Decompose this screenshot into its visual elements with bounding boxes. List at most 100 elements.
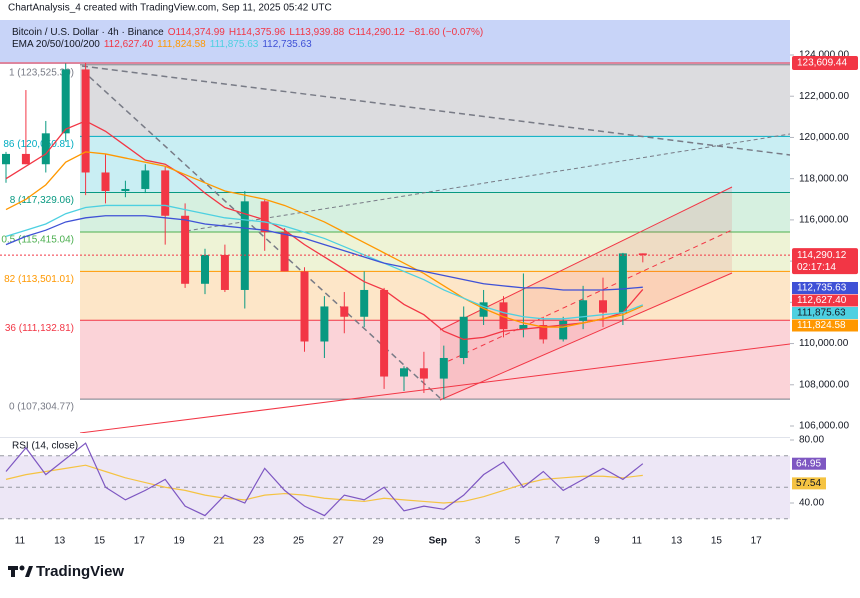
rsi-badge-label: 64.95 [796, 458, 821, 469]
x-tick-label: 17 [134, 536, 146, 547]
x-tick-label: 11 [632, 536, 643, 547]
ema-badge-label: 111,875.63 [797, 308, 846, 319]
candle-body [400, 368, 408, 377]
candle-body [240, 201, 249, 290]
ema-value: 111,875.63 [210, 39, 259, 50]
candle-body [161, 170, 170, 216]
candle-body [300, 271, 309, 342]
candle-body [21, 153, 30, 165]
y-tick-label: 118,000.00 [799, 173, 849, 184]
x-tick-label: 29 [373, 536, 385, 547]
symbol-text: Bitcoin / U.S. Dollar · 4h · Binance [12, 27, 164, 38]
ema-badge [792, 307, 858, 319]
x-tick-label: 5 [515, 536, 521, 547]
rsi-tick-label: 80.00 [799, 435, 824, 446]
candle-body [181, 215, 190, 284]
candle-body [320, 306, 329, 342]
ema-line [5, 215, 643, 291]
ema-legend: EMA 20/50/100/200 112,627.40 111,824.58 111… [12, 39, 312, 50]
candle-body [638, 253, 647, 256]
candle-body [41, 133, 50, 165]
rsi-ma-badge [792, 477, 826, 490]
candle-body [121, 188, 130, 192]
fib-label: 1 (123,525.30) [9, 67, 74, 78]
x-tick-label: 3 [475, 536, 481, 547]
candle-body [201, 254, 209, 284]
x-tick-label: 11 [15, 536, 26, 547]
ema-line [5, 204, 644, 320]
brand: TradingView [36, 563, 124, 580]
ohlc: O114,374.99 [168, 27, 226, 38]
ema-badge [792, 282, 858, 294]
y-tick-label: 124,000.00 [799, 50, 849, 61]
y-tick-label: 120,000.00 [799, 132, 849, 143]
x-tick-label: 21 [213, 536, 225, 547]
x-tick-label: 19 [174, 536, 186, 547]
x-tick-label: 15 [94, 536, 106, 547]
candle-body [340, 306, 349, 317]
fib-band [80, 271, 790, 321]
candle-body [141, 170, 150, 189]
candle-body [459, 316, 468, 358]
x-tick-label: 23 [253, 536, 265, 547]
candle-body [260, 201, 269, 233]
candle-body [499, 302, 508, 330]
x-tick-label: 13 [671, 536, 683, 547]
y-tick-label: 108,000.00 [799, 379, 849, 390]
ema-value: 112,627.40 [104, 39, 154, 50]
ohlc: H114,375.96 [229, 27, 286, 38]
brand-logo [8, 565, 33, 577]
candle-body [380, 289, 389, 377]
candle-body [2, 153, 10, 165]
y-tick-label: 106,000.00 [799, 421, 849, 432]
candle-body [599, 300, 607, 313]
rsi-ma [5, 464, 643, 504]
ema-line [5, 120, 644, 341]
ohlc: C114,290.12 [348, 27, 405, 38]
candle-body [618, 253, 627, 313]
x-tick-label: 27 [333, 536, 345, 547]
rsi-line [5, 442, 644, 517]
price-badge [792, 56, 858, 71]
x-tick-label: 9 [594, 536, 600, 547]
ema-line [5, 151, 644, 328]
price-badge-sub: 02:17:14 [797, 262, 836, 273]
candle-body [439, 357, 448, 379]
candle-body [559, 320, 568, 340]
x-tick-label: 7 [554, 536, 560, 547]
price-badge-label: 123,609.44 [797, 58, 847, 69]
y-tick-label: 122,000.00 [799, 91, 849, 102]
ema-badge-label: 112,627.40 [797, 295, 847, 306]
x-tick-label: 15 [711, 536, 723, 547]
fib-band [80, 231, 790, 272]
x-tick-label: 13 [54, 536, 66, 547]
candle-body [479, 302, 488, 317]
pane-separator [0, 437, 790, 438]
ema-badge [792, 319, 858, 332]
rsi-badge [792, 457, 826, 470]
symbol: Bitcoin / U.S. Dollar · 4h · Binance O114… [12, 27, 483, 38]
candle-body [419, 368, 428, 379]
fib-label: 36 (111,132.81) [5, 323, 74, 334]
y-tick-label: 110,000.00 [799, 338, 849, 349]
rsi-tick-label: 40.00 [799, 498, 824, 509]
ema-badge-label: 112,735.63 [797, 283, 847, 294]
rsi-ma-badge-label: 57.54 [796, 478, 821, 489]
fib-label: 0.5 (115,415.04) [1, 235, 74, 246]
fib-band [80, 136, 790, 193]
fib-label: 8 (117,329.06) [10, 195, 74, 206]
candle-body [220, 254, 229, 290]
credit: ChartAnalysis_4 created with TradingView… [8, 3, 332, 14]
candle-body [101, 172, 110, 192]
ema-value: 111,824.58 [157, 39, 206, 50]
x-tick-label: 17 [751, 536, 763, 547]
trend-lines [79, 65, 790, 433]
candle-body [579, 300, 588, 321]
candle-body [360, 289, 369, 317]
fib-label: 82 (113,501.01) [4, 274, 74, 285]
fib-band [80, 64, 790, 137]
candle-body [539, 325, 548, 340]
rsi-title: RSI (14, close) [12, 441, 78, 452]
ohlc: −81.60 (−0.07%) [409, 27, 484, 38]
